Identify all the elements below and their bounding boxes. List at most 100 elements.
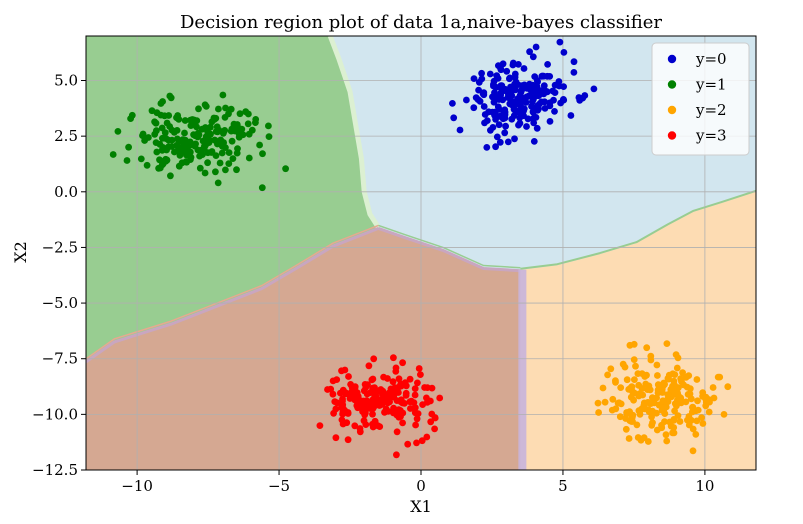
data-point — [636, 407, 644, 414]
data-point — [480, 103, 488, 110]
data-point — [492, 143, 499, 151]
data-point — [393, 451, 400, 459]
data-point — [143, 161, 151, 169]
data-point — [643, 371, 650, 379]
data-point — [151, 118, 159, 126]
data-point — [399, 359, 406, 367]
data-point — [218, 149, 226, 157]
data-point — [153, 148, 161, 156]
data-point — [256, 141, 263, 149]
data-point — [397, 382, 405, 390]
data-point — [156, 140, 164, 148]
data-point — [390, 354, 397, 362]
data-point — [344, 436, 352, 444]
data-point — [431, 414, 439, 422]
data-point — [329, 390, 337, 398]
legend-marker — [667, 54, 677, 64]
data-point — [156, 164, 164, 172]
data-point — [212, 152, 220, 160]
data-point — [202, 103, 210, 110]
data-point — [671, 371, 679, 378]
data-point — [128, 111, 136, 119]
data-point — [166, 123, 174, 130]
data-point — [623, 376, 631, 384]
data-point — [662, 431, 670, 439]
data-point — [612, 377, 619, 384]
data-point — [427, 418, 435, 426]
data-point — [331, 398, 339, 405]
data-point — [543, 72, 551, 80]
data-point — [195, 131, 203, 139]
data-point — [351, 422, 359, 430]
y-tick-label: −2.5 — [42, 238, 78, 256]
data-point — [125, 143, 132, 151]
data-point — [258, 184, 266, 192]
data-point — [510, 105, 518, 113]
data-point — [431, 425, 438, 433]
data-point — [665, 371, 673, 379]
data-point — [671, 407, 678, 415]
data-point — [343, 419, 351, 427]
data-point — [509, 59, 517, 67]
data-point — [345, 373, 352, 380]
data-point — [233, 166, 240, 174]
data-point — [369, 410, 376, 418]
data-point — [382, 395, 390, 403]
data-point — [196, 164, 204, 172]
data-point — [636, 390, 643, 398]
data-point — [408, 397, 415, 405]
data-point — [581, 92, 589, 99]
data-point — [520, 65, 528, 72]
data-point — [206, 137, 214, 145]
data-point — [215, 105, 222, 113]
data-point — [502, 122, 509, 130]
boundary-blue-orange — [520, 189, 756, 270]
data-point — [709, 384, 717, 391]
data-point — [530, 138, 538, 145]
data-point — [540, 90, 548, 98]
x-tick-label: −5 — [268, 477, 290, 495]
data-point — [265, 133, 273, 141]
boundary-green-brown-b — [86, 224, 379, 360]
data-point — [478, 69, 485, 77]
legend-label: y=3 — [695, 127, 727, 145]
data-point — [529, 98, 536, 105]
data-point — [685, 415, 693, 423]
data-point — [486, 70, 494, 78]
data-point — [393, 428, 401, 436]
data-point — [540, 82, 548, 90]
data-point — [370, 355, 378, 363]
data-point — [450, 114, 458, 122]
data-point — [533, 124, 541, 132]
data-point — [526, 48, 533, 56]
data-point — [604, 371, 611, 379]
data-point — [153, 127, 160, 135]
data-point — [599, 384, 607, 392]
data-point — [594, 399, 602, 407]
data-point — [351, 383, 359, 390]
data-point — [179, 136, 187, 144]
data-point — [181, 117, 189, 124]
data-point — [689, 404, 696, 411]
data-point — [560, 49, 568, 56]
data-point — [631, 376, 638, 383]
data-point — [368, 376, 376, 384]
data-point — [656, 382, 663, 390]
data-point — [390, 404, 397, 412]
data-point — [671, 400, 679, 407]
y-tick-label: 5.0 — [54, 72, 78, 90]
data-point — [342, 389, 350, 397]
data-point — [501, 129, 509, 137]
series-y3 — [316, 354, 444, 459]
data-point — [332, 405, 340, 413]
data-point — [395, 389, 402, 396]
data-point — [499, 60, 507, 68]
data-point — [511, 135, 518, 143]
data-point — [242, 108, 250, 116]
data-point — [512, 78, 520, 86]
data-point — [513, 100, 521, 108]
data-point — [495, 121, 503, 129]
data-point — [175, 162, 183, 170]
data-point — [229, 155, 237, 163]
data-point — [512, 86, 519, 94]
